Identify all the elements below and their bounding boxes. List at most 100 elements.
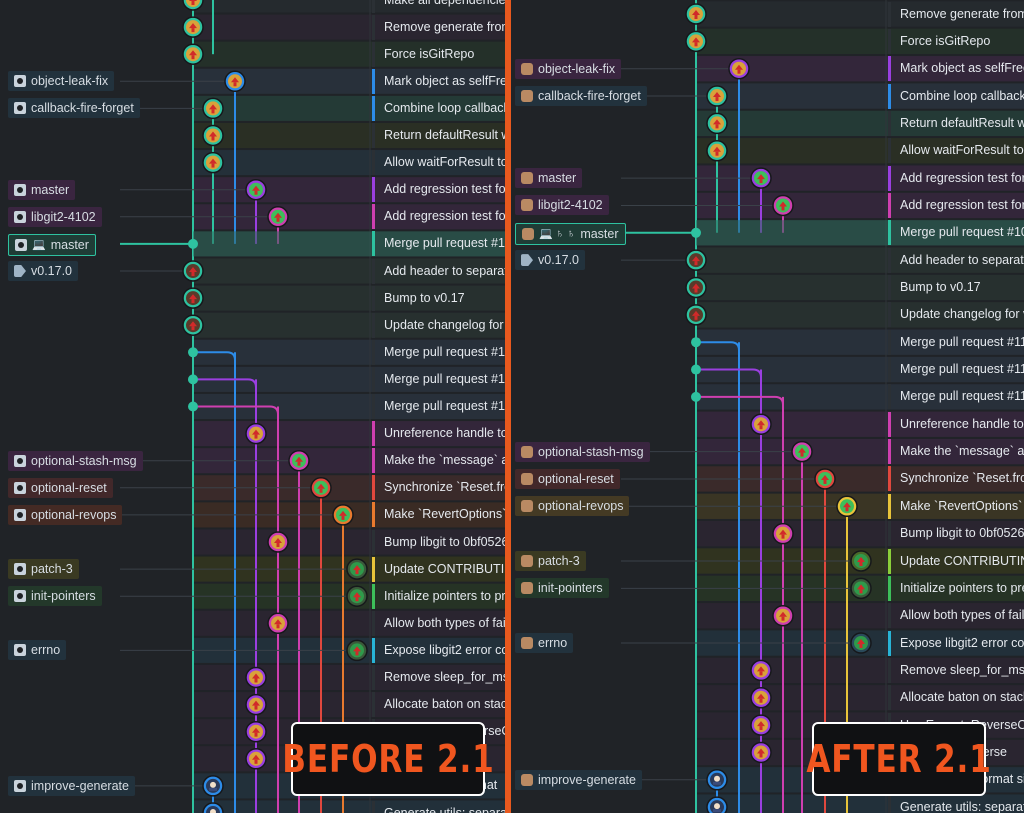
commit-message[interactable]: Allow waitForResult to bbox=[372, 150, 505, 176]
commit-message[interactable]: Allow both types of fail bbox=[372, 610, 505, 636]
commit-message[interactable]: Generate utils: separat bbox=[372, 800, 505, 813]
commit-avatar[interactable] bbox=[814, 468, 836, 490]
commit-message[interactable]: Make `RevertOptions` bbox=[372, 502, 505, 528]
commit-message[interactable]: Merge pull request #11 bbox=[888, 357, 1024, 383]
commit-avatar[interactable] bbox=[728, 57, 750, 80]
commit-avatar[interactable] bbox=[685, 249, 707, 271]
branch-label[interactable]: improve-generate bbox=[515, 769, 642, 790]
commit-avatar[interactable] bbox=[182, 314, 204, 336]
commit-dot[interactable] bbox=[691, 391, 701, 402]
branch-label[interactable]: callback-fire-forget bbox=[8, 98, 140, 119]
branch-label[interactable]: improve-generate bbox=[8, 775, 135, 796]
commit-avatar[interactable] bbox=[685, 304, 707, 326]
commit-message[interactable]: Add regression test for bbox=[372, 177, 505, 203]
commit-message[interactable]: Remove sleep_for_ms bbox=[372, 665, 505, 690]
branch-label[interactable]: errno bbox=[515, 633, 574, 654]
commit-message[interactable]: Update CONTRIBUTING bbox=[372, 556, 505, 582]
commit-message[interactable]: Make the `message` a bbox=[372, 448, 505, 474]
commit-dot[interactable] bbox=[691, 364, 701, 375]
commit-message[interactable]: Merge pull request #11 bbox=[888, 329, 1024, 355]
branch-label[interactable]: optional-reset bbox=[515, 468, 620, 489]
commit-avatar[interactable] bbox=[772, 194, 794, 217]
commit-message[interactable]: Return defaultResult wh bbox=[372, 123, 505, 148]
branch-label[interactable]: libgit2-4102 bbox=[515, 195, 609, 216]
commit-avatar[interactable] bbox=[791, 440, 813, 463]
commit-message[interactable]: Add regression test for bbox=[888, 165, 1024, 191]
commit-message[interactable]: Expose libgit2 error cod bbox=[888, 630, 1024, 656]
commit-avatar[interactable] bbox=[245, 720, 267, 743]
commit-avatar[interactable] bbox=[685, 30, 707, 53]
branch-label[interactable]: object-leak-fix bbox=[8, 71, 115, 92]
branch-label[interactable]: optional-revops bbox=[515, 496, 630, 517]
selected-row[interactable] bbox=[696, 220, 1024, 246]
avatar-icon[interactable] bbox=[706, 769, 728, 791]
branch-label[interactable]: optional-stash-msg bbox=[8, 450, 143, 471]
commit-message[interactable]: Allow waitForResult to b bbox=[888, 138, 1024, 164]
commit-avatar[interactable] bbox=[245, 748, 267, 770]
branch-label[interactable]: master bbox=[8, 179, 76, 200]
commit-avatar[interactable] bbox=[202, 124, 224, 147]
commit-avatar[interactable] bbox=[750, 413, 772, 435]
commit-message[interactable]: Remove sleep_for_ms bbox=[888, 657, 1024, 683]
avatar-icon[interactable] bbox=[202, 775, 224, 797]
commit-avatar[interactable] bbox=[245, 178, 267, 201]
commit-avatar[interactable] bbox=[224, 70, 246, 93]
commit-avatar[interactable] bbox=[202, 151, 224, 174]
commit-avatar[interactable] bbox=[706, 140, 728, 162]
commit-dot[interactable] bbox=[188, 401, 198, 412]
commit-dot[interactable] bbox=[691, 337, 701, 348]
branch-label[interactable]: 💻 master bbox=[8, 233, 96, 256]
avatar-icon[interactable] bbox=[706, 796, 728, 813]
commit-avatar[interactable] bbox=[245, 666, 267, 689]
commit-message[interactable]: Unreference handle to bbox=[372, 421, 505, 447]
commit-message[interactable]: Update changelog for v bbox=[372, 312, 505, 338]
commit-message[interactable]: Make all dependencies bbox=[372, 0, 505, 13]
commit-avatar[interactable] bbox=[182, 287, 204, 309]
commit-message[interactable]: Merge pull request #11 bbox=[888, 384, 1024, 410]
commit-dot[interactable] bbox=[188, 374, 198, 385]
branch-label[interactable]: libgit2-4102 bbox=[8, 206, 102, 227]
commit-avatar[interactable] bbox=[750, 167, 772, 189]
commit-avatar[interactable] bbox=[685, 3, 707, 25]
commit-dot[interactable] bbox=[691, 227, 701, 238]
branch-label[interactable]: patch-3 bbox=[515, 551, 586, 571]
commit-avatar[interactable] bbox=[850, 550, 872, 572]
commit-message[interactable]: Initialize pointers to pr bbox=[372, 583, 505, 609]
commit-message[interactable]: Allow both types of failu bbox=[888, 603, 1024, 629]
commit-message[interactable]: Synchronize `Reset.fro bbox=[372, 475, 505, 501]
commit-avatar[interactable] bbox=[346, 639, 368, 662]
branch-label[interactable]: object-leak-fix bbox=[515, 58, 622, 79]
commit-avatar[interactable] bbox=[346, 558, 368, 580]
commit-message[interactable]: Initialize pointers to pre bbox=[888, 575, 1024, 601]
commit-avatar[interactable] bbox=[310, 477, 332, 499]
commit-avatar[interactable] bbox=[202, 97, 224, 120]
commit-avatar[interactable] bbox=[750, 741, 772, 764]
commit-avatar[interactable] bbox=[267, 206, 289, 228]
commit-message[interactable]: Make `RevertOptions` bbox=[888, 493, 1024, 519]
commit-message[interactable]: Add header to separat bbox=[372, 258, 505, 284]
commit-avatar[interactable] bbox=[750, 714, 772, 736]
commit-message[interactable]: Mark object as selfFree bbox=[372, 68, 505, 94]
branch-label[interactable]: 💻 ♄ ♄ master bbox=[515, 222, 626, 245]
commit-avatar[interactable] bbox=[182, 0, 204, 11]
commit-message[interactable]: Bump to v0.17 bbox=[888, 275, 1024, 300]
commit-message[interactable]: Allocate baton on stack bbox=[372, 692, 505, 718]
commit-avatar[interactable] bbox=[182, 16, 204, 38]
commit-avatar[interactable] bbox=[750, 659, 772, 682]
commit-avatar[interactable] bbox=[245, 422, 267, 445]
branch-label[interactable]: callback-fire-forget bbox=[515, 86, 647, 107]
commit-message[interactable]: Make the `message` ar bbox=[888, 439, 1024, 465]
commit-avatar[interactable] bbox=[245, 693, 267, 716]
commit-avatar[interactable] bbox=[850, 577, 872, 600]
commit-avatar[interactable] bbox=[836, 495, 858, 518]
commit-message[interactable]: Add header to separate bbox=[888, 247, 1024, 273]
commit-message[interactable]: Bump to v0.17 bbox=[372, 285, 505, 311]
commit-avatar[interactable] bbox=[332, 504, 354, 526]
commit-avatar[interactable] bbox=[182, 43, 204, 65]
branch-label[interactable]: v0.17.0 bbox=[515, 250, 586, 271]
branch-label[interactable]: v0.17.0 bbox=[8, 261, 79, 281]
commit-message[interactable]: Update changelog for v bbox=[888, 302, 1024, 328]
commit-dot[interactable] bbox=[188, 347, 198, 358]
commit-message[interactable]: Combine loop callback bbox=[372, 95, 505, 121]
commit-avatar[interactable] bbox=[685, 276, 707, 299]
